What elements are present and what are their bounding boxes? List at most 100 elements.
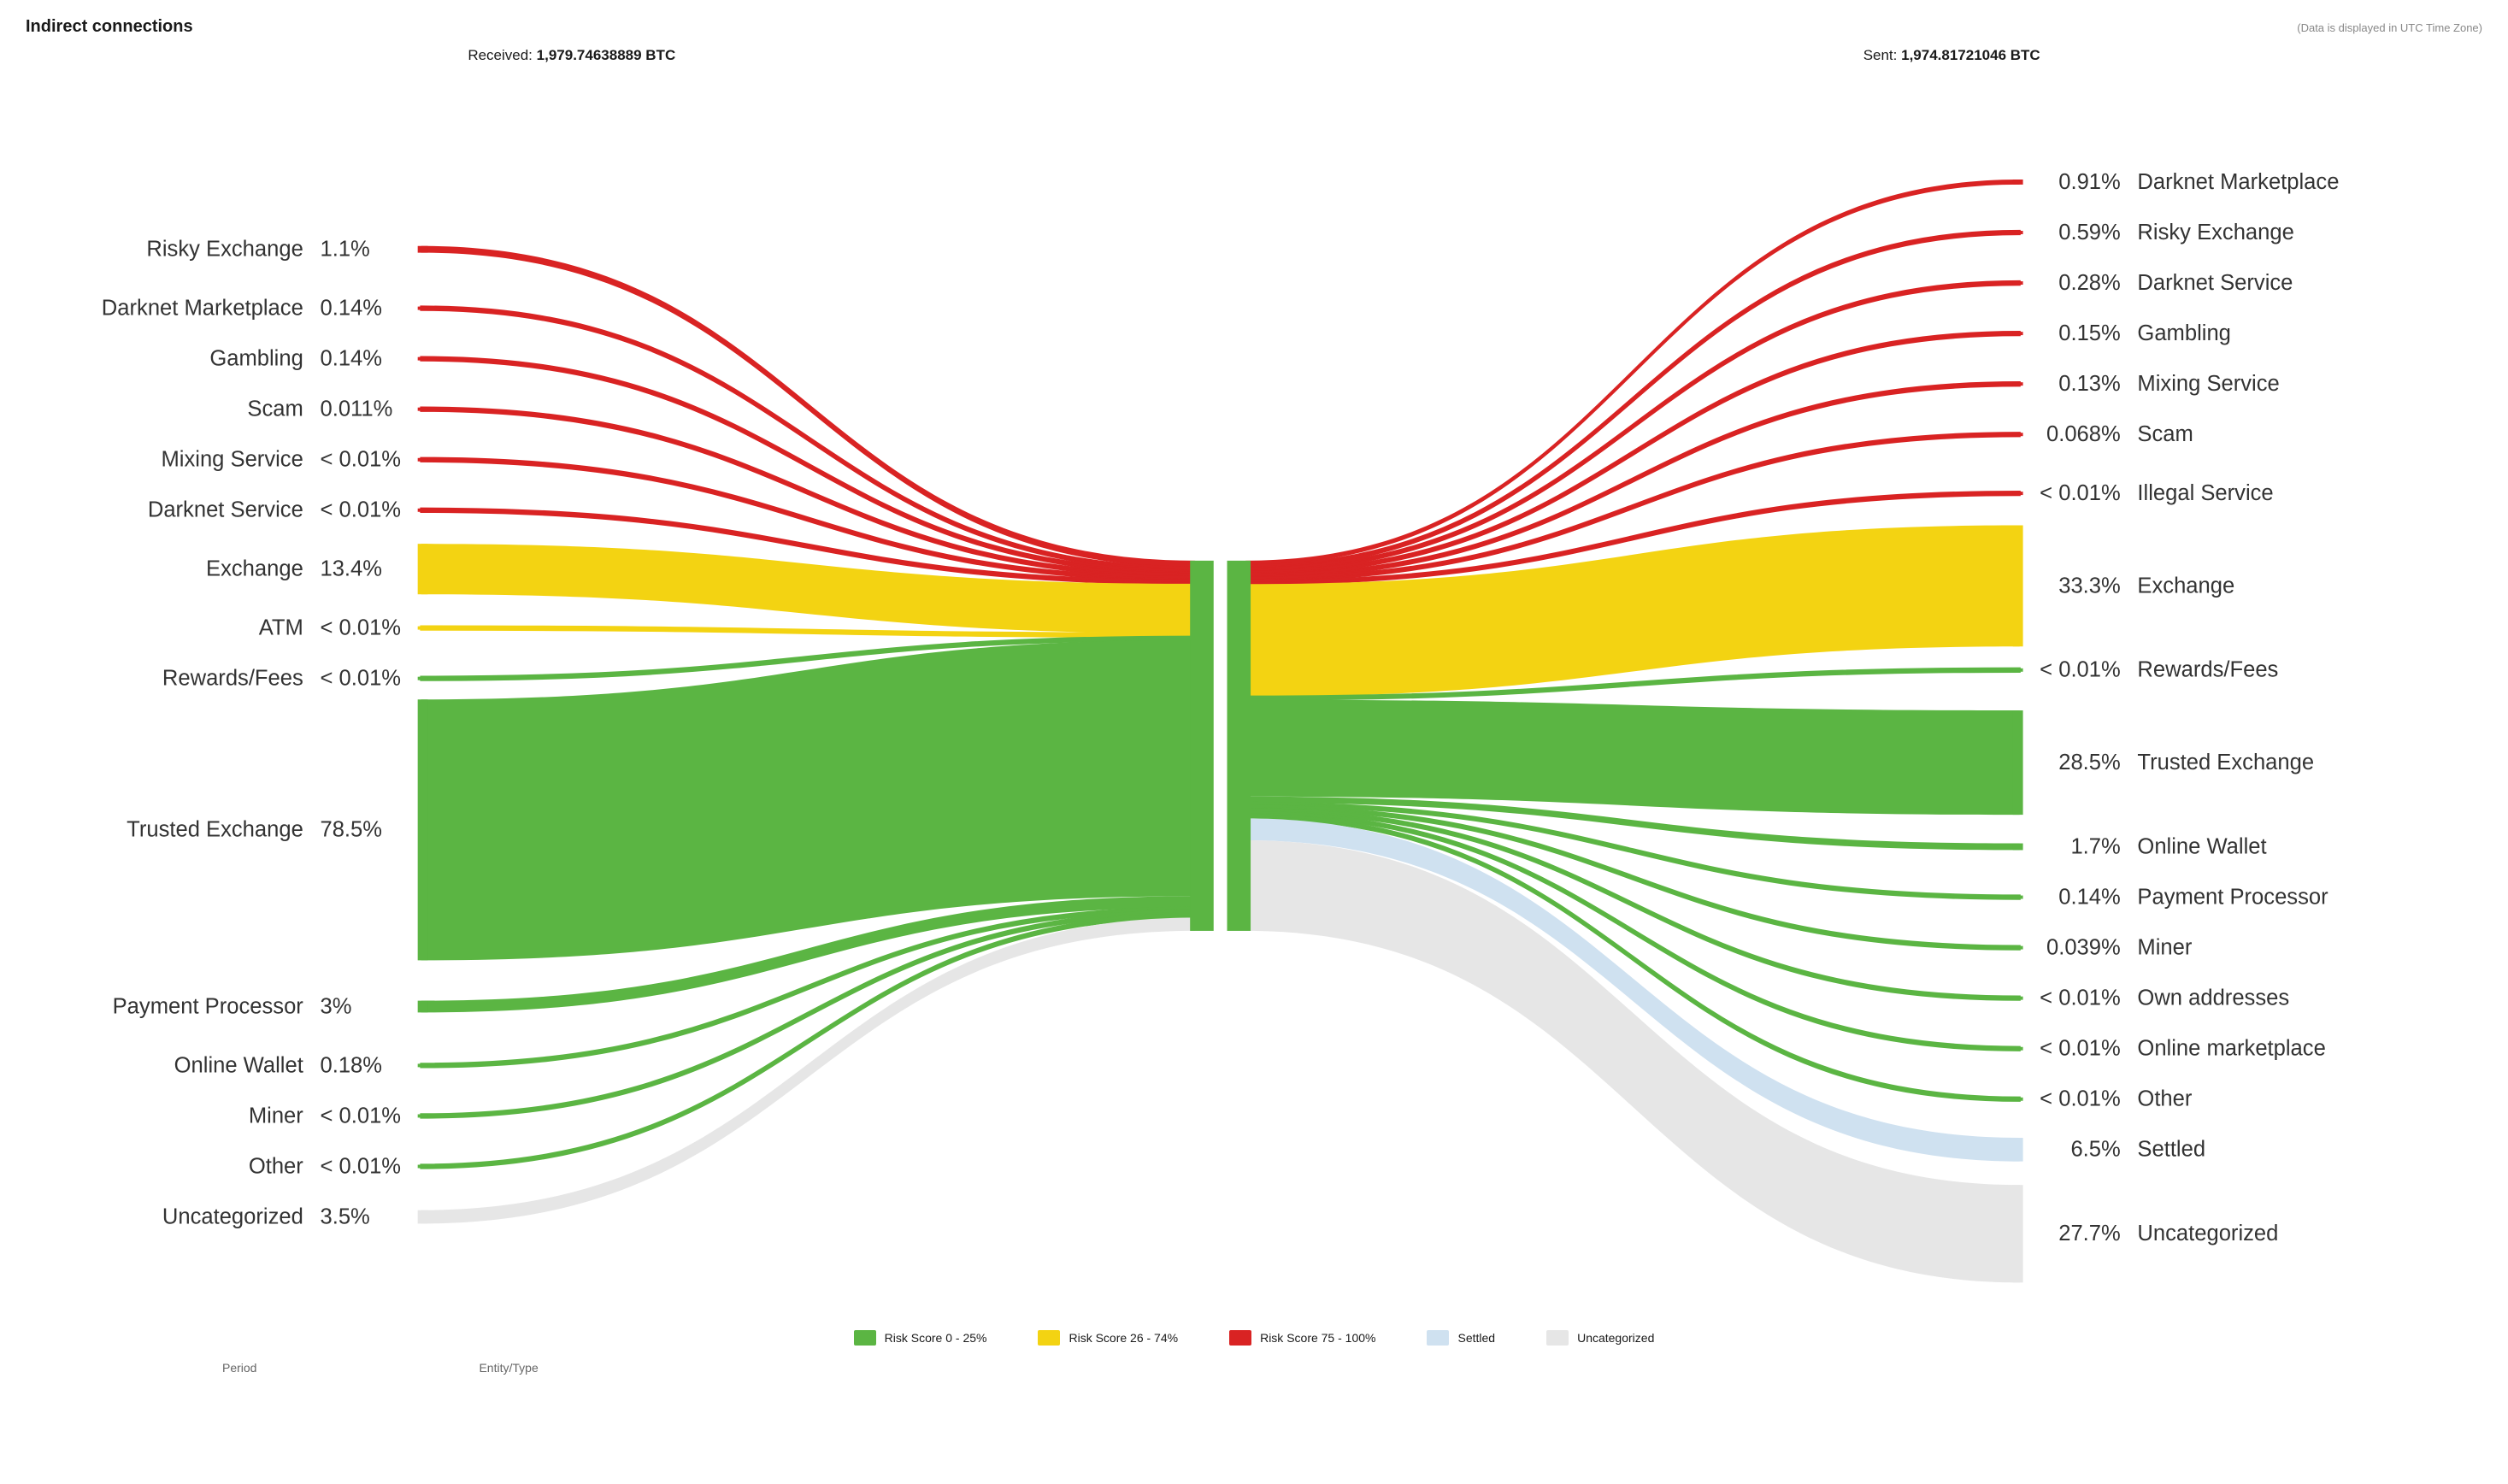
- right-node: [2013, 492, 2023, 495]
- right-category-pct: < 0.01%: [2040, 481, 2121, 505]
- right-category-label: Exchange: [2137, 574, 2234, 598]
- right-node: [2013, 1138, 2023, 1162]
- right-category-pct: < 0.01%: [2040, 658, 2121, 682]
- right-node: [2013, 231, 2023, 234]
- sent-value: 1,974.81721046 BTC: [1901, 47, 2040, 63]
- left-node: [418, 408, 428, 411]
- left-category-pct: 0.18%: [320, 1053, 382, 1077]
- chart-title: Indirect connections: [26, 17, 193, 37]
- right-category-label: Darknet Marketplace: [2137, 170, 2339, 194]
- right-category-label: Uncategorized: [2137, 1222, 2278, 1246]
- right-category-label: Rewards/Fees: [2137, 658, 2278, 682]
- left-node: [418, 1001, 428, 1013]
- right-node: [2013, 946, 2023, 950]
- left-category-label: Scam: [247, 398, 303, 421]
- sent-total: Sent: 1,974.81721046 BTC: [1863, 47, 2040, 64]
- right-category-pct: 1.7%: [2070, 834, 2120, 858]
- right-category-pct: 0.14%: [2058, 885, 2121, 909]
- right-category-pct: 0.15%: [2058, 321, 2121, 345]
- left-category-pct: < 0.01%: [320, 498, 401, 522]
- right-category-label: Illegal Service: [2137, 481, 2273, 505]
- right-node: [2013, 1185, 2023, 1282]
- right-node: [2013, 1047, 2023, 1051]
- center-bar-right: [1228, 561, 1251, 931]
- left-category-pct: < 0.01%: [320, 1104, 401, 1128]
- center-bar-left: [1190, 561, 1214, 931]
- left-category-label: Payment Processor: [113, 994, 304, 1018]
- right-category-pct: 0.28%: [2058, 271, 2121, 295]
- legend-swatch: [1427, 1330, 1449, 1346]
- left-category-label: Exchange: [206, 557, 303, 581]
- right-category-pct: 0.039%: [2046, 935, 2121, 959]
- left-category-label: Darknet Marketplace: [102, 296, 303, 320]
- legend-swatch: [854, 1330, 876, 1346]
- right-node: [2013, 526, 2023, 647]
- timezone-note: (Data is displayed in UTC Time Zone): [2297, 21, 2482, 34]
- right-category-pct: 0.59%: [2058, 221, 2121, 244]
- left-category-label: Uncategorized: [162, 1204, 303, 1228]
- left-node: [418, 1114, 428, 1117]
- right-node: [2013, 997, 2023, 1000]
- right-category-pct: 27.7%: [2058, 1222, 2121, 1246]
- right-node: [2013, 1098, 2023, 1101]
- left-category-label: Trusted Exchange: [127, 818, 303, 842]
- right-category-label: Miner: [2137, 935, 2192, 959]
- sent-label: Sent:: [1863, 47, 1898, 63]
- legend-label: Settled: [1457, 1331, 1495, 1345]
- left-node: [418, 1165, 428, 1169]
- left-category-pct: 0.14%: [320, 347, 382, 371]
- right-category-pct: < 0.01%: [2040, 1087, 2121, 1111]
- legend-item: Settled: [1427, 1330, 1495, 1346]
- left-category-pct: < 0.01%: [320, 667, 401, 691]
- left-node: [418, 1063, 428, 1067]
- right-category-pct: 6.5%: [2070, 1138, 2120, 1162]
- right-category-pct: 0.91%: [2058, 170, 2121, 194]
- right-category-label: Scam: [2137, 422, 2193, 446]
- legend-label: Uncategorized: [1577, 1331, 1654, 1345]
- sankey-flow-left: [421, 917, 1195, 1223]
- right-category-pct: < 0.01%: [2040, 1037, 2121, 1061]
- right-node: [2013, 844, 2023, 851]
- left-category-label: Risky Exchange: [146, 238, 303, 262]
- chart-header: Indirect connections (Data is displayed …: [26, 17, 2482, 37]
- left-category-label: Mixing Service: [161, 448, 303, 472]
- right-category-label: Darknet Service: [2137, 271, 2293, 295]
- footer-period: Period: [222, 1361, 256, 1375]
- left-node: [418, 458, 428, 462]
- totals-row: Received: 1,979.74638889 BTC Sent: 1,974…: [26, 47, 2482, 64]
- left-node: [418, 1210, 428, 1224]
- left-node: [418, 699, 428, 960]
- right-node: [2013, 896, 2023, 899]
- legend-swatch: [1546, 1330, 1569, 1346]
- left-category-label: Gambling: [209, 347, 303, 371]
- received-label: Received:: [468, 47, 533, 63]
- left-category-pct: 0.011%: [320, 398, 392, 421]
- left-category-label: ATM: [259, 615, 303, 639]
- received-value: 1,979.74638889 BTC: [537, 47, 676, 63]
- left-node: [418, 307, 428, 310]
- right-category-label: Other: [2137, 1087, 2192, 1111]
- left-category-label: Online Wallet: [174, 1053, 303, 1077]
- left-category-label: Darknet Service: [148, 498, 303, 522]
- right-category-pct: < 0.01%: [2040, 986, 2121, 1010]
- left-category-pct: 3.5%: [320, 1204, 369, 1228]
- left-category-pct: < 0.01%: [320, 615, 401, 639]
- right-node: [2013, 382, 2023, 386]
- footer-entity: Entity/Type: [479, 1361, 538, 1375]
- legend: Risk Score 0 - 25%Risk Score 26 - 74%Ris…: [26, 1330, 2482, 1346]
- left-category-pct: 78.5%: [320, 818, 382, 842]
- received-total: Received: 1,979.74638889 BTC: [468, 47, 675, 64]
- right-node: [2013, 710, 2023, 815]
- right-node: [2013, 668, 2023, 672]
- left-node: [418, 677, 428, 680]
- right-category-label: Own addresses: [2137, 986, 2289, 1010]
- left-category-label: Miner: [249, 1104, 303, 1128]
- right-category-pct: 0.068%: [2046, 422, 2121, 446]
- right-category-label: Online marketplace: [2137, 1037, 2325, 1061]
- right-category-pct: 33.3%: [2058, 574, 2121, 598]
- footer-labels: Period Entity/Type: [26, 1361, 2482, 1375]
- left-node: [418, 357, 428, 361]
- legend-label: Risk Score 0 - 25%: [885, 1331, 987, 1345]
- right-category-label: Online Wallet: [2137, 834, 2266, 858]
- legend-label: Risk Score 26 - 74%: [1069, 1331, 1178, 1345]
